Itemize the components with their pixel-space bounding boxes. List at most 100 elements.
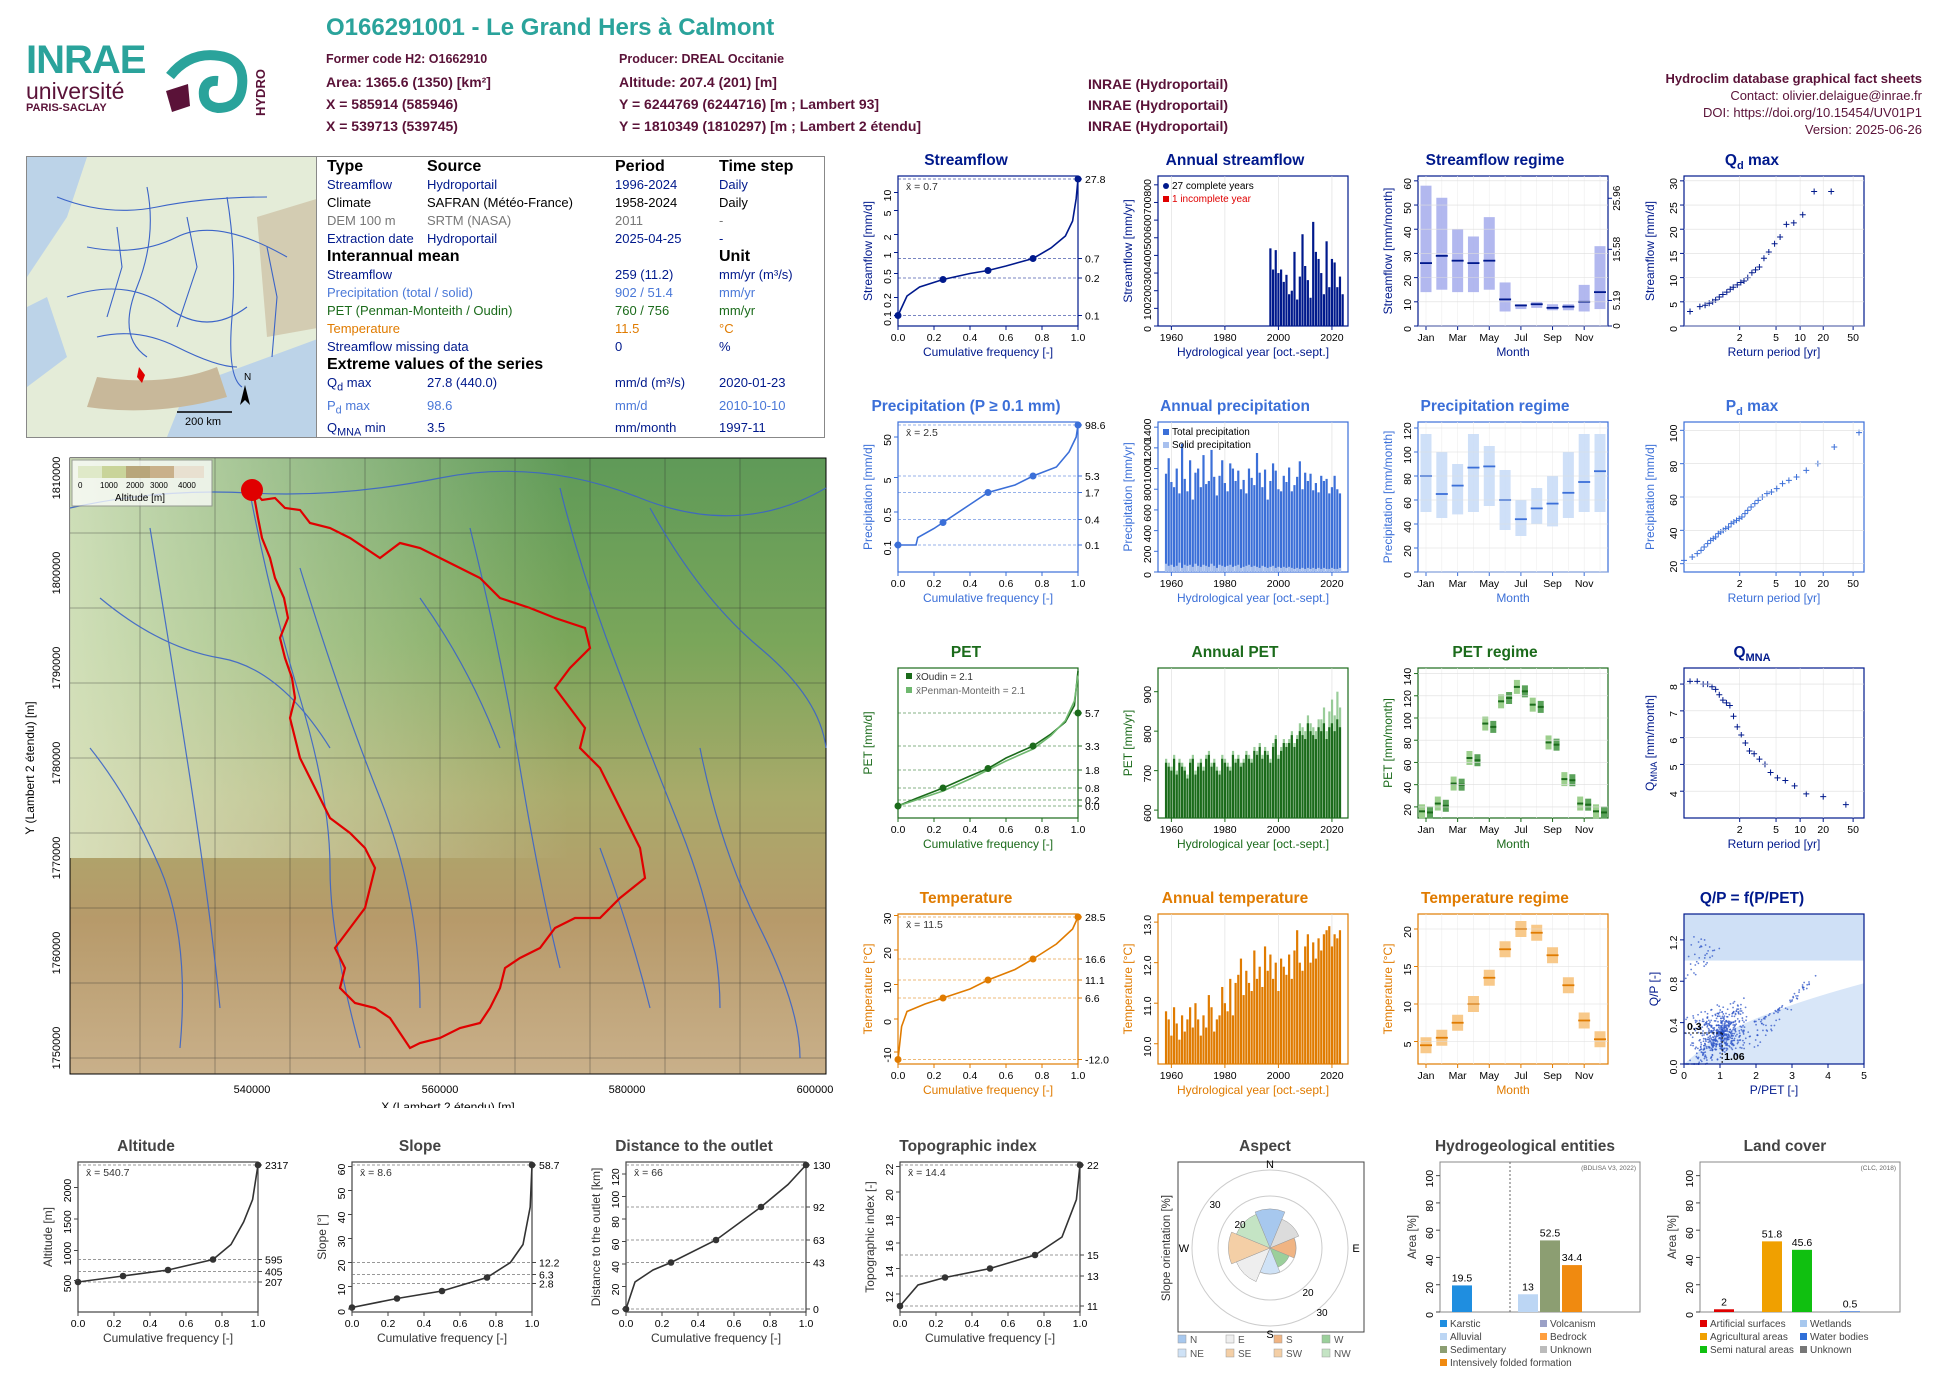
bar <box>1191 1027 1194 1064</box>
plot-frame <box>1157 667 1349 819</box>
scatter-point <box>1757 1044 1759 1047</box>
scatter-point <box>1726 1015 1728 1018</box>
scatter-point <box>1704 1051 1707 1054</box>
bar <box>1180 766 1184 818</box>
y-tick-label: 2000 <box>62 1179 74 1203</box>
title-sub: d <box>1736 406 1743 418</box>
bar <box>1223 483 1227 572</box>
x-tick-label: Nov <box>1575 1070 1594 1082</box>
qmna-chart: QMNA 2 5 10 20 50 4 5 6 7 8 Return period [yr] QMNA … <box>1643 644 1865 851</box>
y-tick-label: 100 <box>1402 712 1414 730</box>
cell-suffix: max <box>341 397 370 413</box>
quantile-point <box>984 267 992 274</box>
cell: 2025-04-25 <box>615 231 682 246</box>
scatter-point <box>1699 1038 1701 1041</box>
right-tick-label: 5.7 <box>1085 708 1100 720</box>
chart-title: Streamflow regime <box>1426 152 1565 169</box>
right-tick-label: 0.1 <box>1085 311 1100 323</box>
scatter-point <box>1764 1015 1767 1018</box>
bar <box>1312 735 1315 818</box>
y-tick-label: 80 <box>1668 461 1680 473</box>
y-tick-label: 40 <box>1668 527 1680 539</box>
cell: Extraction date <box>327 231 414 246</box>
y-tick-label: 400 <box>1142 249 1154 267</box>
scatter-point <box>1743 1047 1746 1050</box>
data-point <box>1756 263 1763 270</box>
scatter-point <box>1705 1023 1707 1026</box>
x-tick-label: 2000 <box>1267 1070 1291 1082</box>
bar <box>1279 958 1283 1064</box>
scatter-point <box>1694 964 1697 966</box>
right-tick-label: 2.8 <box>539 1279 554 1291</box>
right-tick-label: 405 <box>265 1267 283 1279</box>
scatter-point <box>1730 1030 1733 1032</box>
y-tick-label: 22 <box>884 1164 896 1176</box>
quantile-point <box>483 1274 491 1281</box>
scatter-point <box>1707 1041 1710 1044</box>
legend-label: W <box>1334 1335 1344 1346</box>
scatter-point <box>1708 946 1711 948</box>
scatter-point <box>1708 1040 1711 1043</box>
scatter-point <box>1725 1012 1727 1015</box>
data-point <box>1704 540 1711 547</box>
data-point <box>1734 281 1741 288</box>
scatter-point <box>1692 1014 1695 1017</box>
info-row: Climate SAFRAN (Météo-France) 1958-2024 Dai… <box>323 194 797 212</box>
y-tick-label: 20 <box>1684 1282 1696 1294</box>
bar <box>1320 731 1323 818</box>
cdf-curve <box>897 916 1079 1060</box>
inset-map: N 200 km <box>26 156 324 438</box>
scatter-point <box>1729 1036 1732 1039</box>
scatter-point <box>1733 1015 1736 1018</box>
bar <box>1314 739 1317 818</box>
bar <box>1792 1249 1812 1312</box>
scatter-point <box>1702 1052 1705 1055</box>
bar-solid <box>1237 564 1240 572</box>
bar <box>1338 493 1342 572</box>
quantile-point <box>667 1259 675 1266</box>
scatter-point <box>1725 1025 1728 1028</box>
scatter-point <box>1695 1020 1698 1022</box>
x-tick-label: 0.4 <box>417 1318 432 1330</box>
north-label: N <box>244 372 251 383</box>
data-point <box>1712 686 1719 693</box>
bar <box>1322 480 1326 572</box>
scatter-point <box>1741 1030 1744 1032</box>
scatter-point <box>1737 1011 1740 1014</box>
bar <box>1194 774 1197 818</box>
quantile-point <box>209 1256 217 1263</box>
y-tick-label: 400 <box>1142 525 1154 543</box>
cell: PET (Penman-Monteith / Oudin) <box>327 303 513 318</box>
scale-label: 200 km <box>185 416 221 428</box>
x-tick-label: 0.8 <box>1035 824 1050 836</box>
cell: Climate <box>327 195 372 210</box>
bar <box>1341 294 1344 326</box>
scatter-point <box>1707 1030 1710 1033</box>
scatter-point <box>1717 1015 1719 1018</box>
scatter-point <box>1687 955 1690 958</box>
scatter-point <box>1716 1004 1719 1006</box>
legend-swatch <box>1800 1346 1807 1353</box>
scatter-point <box>1715 1045 1717 1048</box>
scatter-point <box>1695 1055 1698 1058</box>
bar <box>1328 493 1331 572</box>
bar-solid <box>1330 567 1334 572</box>
data-point <box>1748 504 1755 510</box>
bar-solid <box>1247 564 1251 572</box>
bar <box>1309 731 1312 818</box>
x-axis-label: Cumulative frequency [-] <box>103 1331 233 1345</box>
bar <box>1336 287 1339 326</box>
scatter-point <box>1705 1031 1708 1034</box>
bar <box>1218 475 1221 572</box>
right-tick-label: 12.2 <box>539 1258 560 1270</box>
scatter-point <box>1716 1012 1719 1015</box>
bar <box>1282 743 1285 818</box>
scatter-point <box>1708 1046 1711 1048</box>
data-point <box>1765 248 1772 255</box>
bar-solid <box>1223 566 1227 572</box>
scatter-point <box>1694 1021 1697 1024</box>
bar <box>1290 735 1293 818</box>
bar <box>1175 468 1178 572</box>
bar <box>1237 470 1240 572</box>
